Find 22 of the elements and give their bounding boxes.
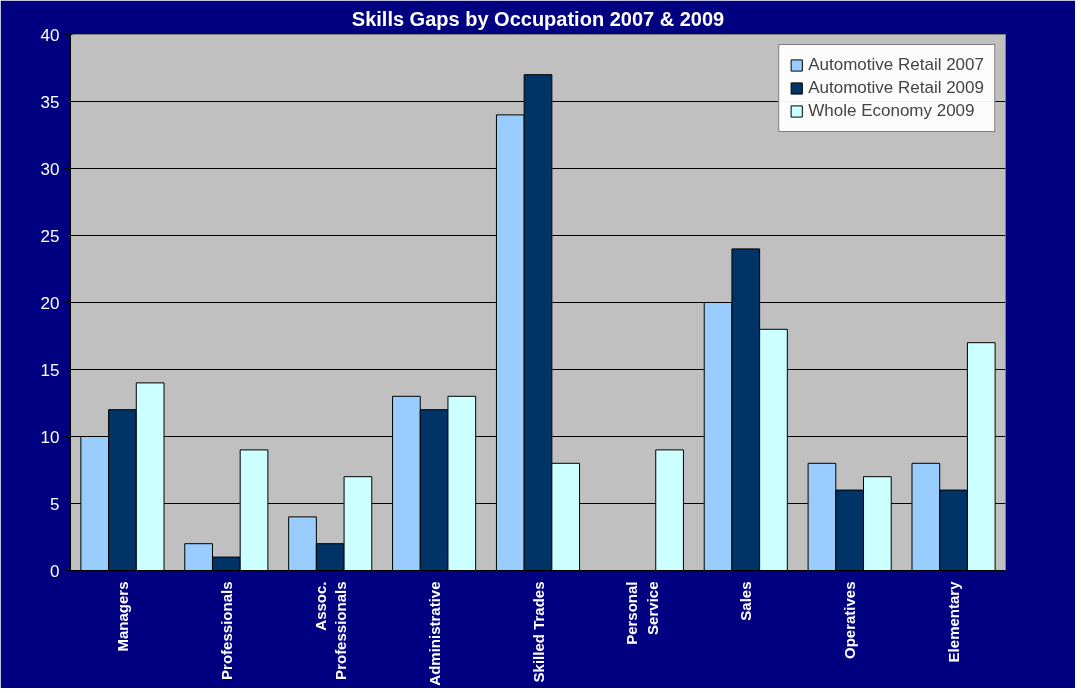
y-tick-label: 35	[40, 92, 60, 112]
y-tick-label: 40	[40, 25, 60, 45]
x-tick-label: Operatives	[841, 581, 859, 660]
x-tick-label: Elementary	[945, 580, 963, 663]
y-tick-label: 10	[40, 427, 60, 447]
x-tick-label: Administrative	[425, 581, 443, 686]
legend-label: Whole Economy 2009	[808, 101, 975, 121]
x-tick-label: Managers	[113, 581, 131, 652]
legend-label: Automotive Retail 2009	[808, 78, 984, 98]
x-tick-label: Professionals	[217, 581, 235, 680]
x-tick-label: Sales	[737, 581, 755, 621]
x-tick-label: Skilled Trades	[529, 581, 547, 683]
y-tick-label: 30	[40, 159, 60, 179]
legend-label: Automotive Retail 2007	[808, 55, 984, 75]
x-tick-label: Assoc. Professionals	[311, 581, 349, 680]
chart-title: Skills Gaps by Occupation 2007 & 2009	[351, 7, 725, 30]
y-tick-label: 15	[40, 360, 60, 380]
y-tick-label: 5	[50, 494, 60, 514]
x-tick-label: Personal Service	[623, 581, 661, 645]
y-tick-label: 25	[40, 226, 60, 246]
y-tick-label: 0	[50, 561, 60, 581]
y-tick-label: 20	[40, 293, 60, 313]
